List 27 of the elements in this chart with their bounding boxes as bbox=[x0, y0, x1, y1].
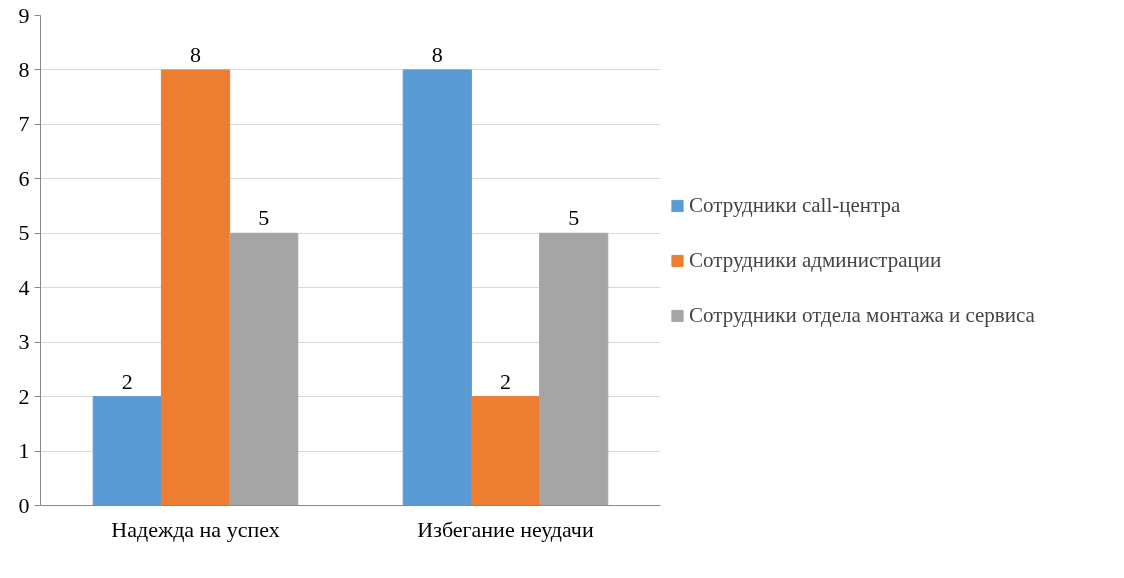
bar bbox=[402, 69, 472, 506]
x-tick-label: Надежда на успех bbox=[111, 516, 280, 542]
bar bbox=[92, 396, 162, 506]
data-label: 8 bbox=[431, 41, 443, 67]
legend-label: Сотрудники call-центра bbox=[689, 192, 901, 218]
bar bbox=[229, 232, 299, 506]
x-tick-label: Избегание неудачи bbox=[417, 516, 594, 542]
y-tick-label: 2 bbox=[18, 383, 30, 409]
data-label: 2 bbox=[500, 368, 511, 394]
y-tick-label: 1 bbox=[18, 438, 30, 464]
bar bbox=[470, 396, 541, 506]
data-label: 5 bbox=[568, 205, 580, 231]
y-tick-label: 0 bbox=[18, 492, 30, 518]
y-tick-label: 5 bbox=[18, 220, 30, 246]
legend-label: Сотрудники администрации bbox=[689, 247, 942, 273]
data-label: 5 bbox=[258, 205, 270, 231]
data-label: 2 bbox=[121, 368, 133, 394]
y-tick-label: 7 bbox=[18, 111, 30, 137]
y-tick-label: 4 bbox=[18, 274, 30, 300]
data-label: 8 bbox=[190, 41, 201, 67]
y-tick-label: 8 bbox=[18, 56, 30, 82]
bar bbox=[160, 69, 231, 506]
y-tick-label: 6 bbox=[18, 165, 30, 191]
y-tick-label: 3 bbox=[18, 329, 30, 355]
y-tick-label: 9 bbox=[18, 2, 30, 28]
bar bbox=[539, 232, 609, 506]
legend-label: Сотрудники отдела монтажа и сервиса bbox=[689, 302, 1035, 328]
